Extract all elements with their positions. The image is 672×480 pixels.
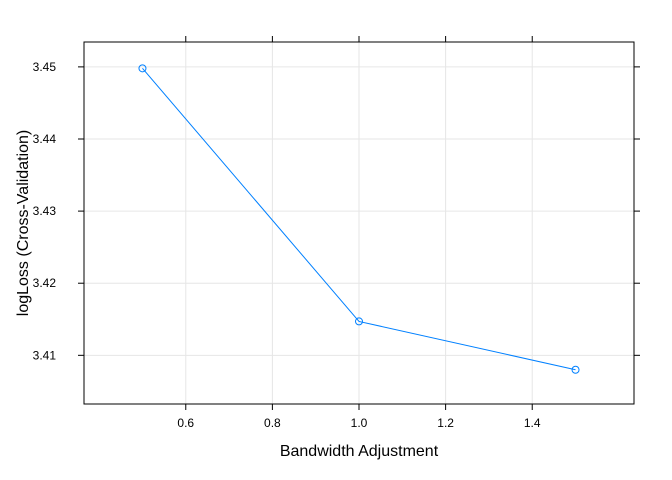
y-tick-label: 3.45	[33, 60, 57, 74]
x-tick-label: 0.6	[177, 416, 194, 430]
axis-ticks	[78, 36, 640, 410]
data-point	[355, 317, 363, 326]
x-axis-title: Bandwidth Adjustment	[280, 443, 439, 460]
x-tick-label: 1.2	[437, 416, 454, 430]
series-line	[142, 67, 576, 371]
x-tick-label: 1.0	[351, 416, 368, 430]
y-tick-label: 3.43	[33, 204, 57, 218]
tick-labels: 0.6 0.8 1.0 1.2 1.4 3.41 3.42 3.43 3.44 3.45	[33, 60, 541, 430]
y-tick-label: 3.41	[33, 348, 57, 362]
y-tick-label: 3.42	[33, 276, 57, 290]
grid-lines	[84, 42, 634, 404]
y-axis-title: logLoss (Cross-Validation)	[15, 130, 32, 316]
series	[138, 64, 580, 374]
data-point	[571, 365, 580, 374]
y-tick-label: 3.44	[33, 132, 57, 146]
x-tick-label: 0.8	[264, 416, 281, 430]
data-point	[138, 64, 147, 73]
x-tick-label: 1.4	[524, 416, 541, 430]
